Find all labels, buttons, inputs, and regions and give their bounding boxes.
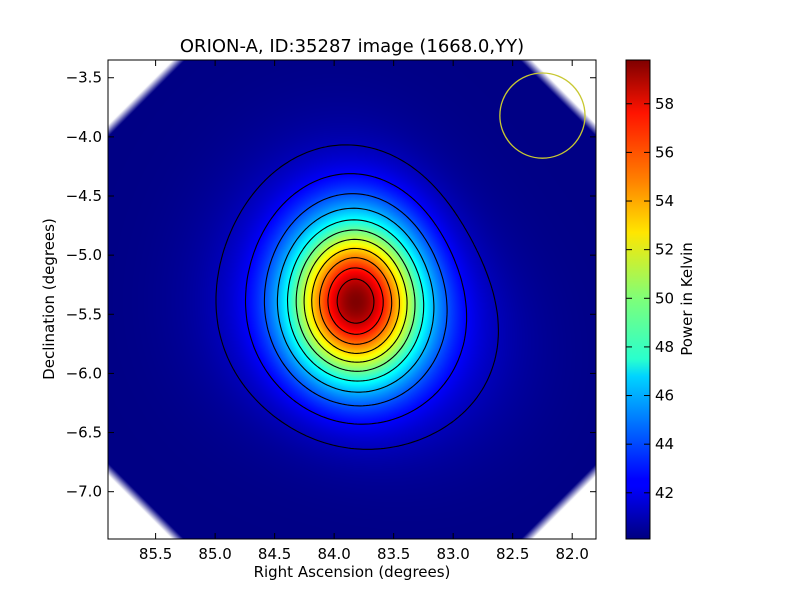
x-axis-label: Right Ascension (degrees) bbox=[254, 563, 451, 581]
x-tick-label: 83.0 bbox=[436, 545, 469, 563]
y-tick-label: −4.5 bbox=[66, 187, 102, 205]
x-tick-label: 83.5 bbox=[377, 545, 410, 563]
y-tick-label: −6.0 bbox=[66, 364, 102, 382]
colorbar-tick-label: 44 bbox=[655, 435, 674, 453]
beam-circle bbox=[499, 72, 586, 159]
contour-line bbox=[318, 257, 393, 345]
x-axis-ticks: 85.5 85.0 84.5 84.0 83.5 83.0 82.5 82.0 bbox=[139, 60, 589, 563]
x-tick-label: 84.5 bbox=[258, 545, 291, 563]
chart-title: ORION-A, ID:35287 image (1668.0,YY) bbox=[180, 36, 524, 57]
colorbar-tick-label: 56 bbox=[655, 143, 674, 161]
plot-area bbox=[108, 60, 596, 539]
colorbar-tick-label: 50 bbox=[655, 289, 674, 307]
x-tick-label: 84.0 bbox=[317, 545, 350, 563]
contour-lines bbox=[215, 144, 499, 450]
y-tick-label: −5.5 bbox=[66, 305, 102, 323]
contour-line bbox=[215, 144, 499, 450]
colorbar: 42 44 46 48 50 52 54 56 58 bbox=[625, 59, 674, 540]
contour-line bbox=[327, 267, 384, 335]
y-tick-label: −3.5 bbox=[66, 69, 102, 87]
colorbar-tick-label: 52 bbox=[655, 241, 674, 259]
contour-line bbox=[244, 173, 468, 425]
y-axis-ticks: −3.5 −4.0 −4.5 −5.0 −5.5 −6.0 −6.5 −7.0 bbox=[66, 69, 596, 501]
y-tick-label: −7.0 bbox=[66, 483, 102, 501]
contour-line bbox=[311, 247, 400, 354]
colorbar-tick-label: 54 bbox=[655, 192, 674, 210]
x-tick-label: 82.0 bbox=[555, 545, 588, 563]
colorbar-ticks: 42 44 46 48 50 52 54 56 58 bbox=[626, 95, 674, 502]
y-tick-label: −6.5 bbox=[66, 424, 102, 442]
y-axis-label: Declination (degrees) bbox=[40, 218, 58, 380]
colorbar-tick-label: 58 bbox=[655, 95, 674, 113]
contour-line bbox=[263, 193, 448, 407]
colorbar-tick-label: 42 bbox=[655, 484, 674, 502]
x-tick-label: 82.5 bbox=[496, 545, 529, 563]
colorbar-tick-label: 48 bbox=[655, 338, 674, 356]
heatmap-image bbox=[108, 60, 596, 539]
x-tick-label: 85.0 bbox=[198, 545, 231, 563]
y-tick-label: −4.0 bbox=[66, 128, 102, 146]
x-tick-label: 85.5 bbox=[139, 545, 172, 563]
contour-line bbox=[276, 207, 435, 393]
plot-frame bbox=[107, 59, 597, 540]
colorbar-tick-label: 46 bbox=[655, 387, 674, 405]
contour-line bbox=[303, 238, 408, 363]
contour-line bbox=[286, 219, 425, 382]
contour-line bbox=[295, 229, 416, 372]
colorbar-gradient bbox=[625, 59, 651, 540]
colorbar-label: Power in Kelvin bbox=[678, 242, 696, 356]
contour-line bbox=[336, 278, 375, 324]
y-tick-label: −5.0 bbox=[66, 246, 102, 264]
